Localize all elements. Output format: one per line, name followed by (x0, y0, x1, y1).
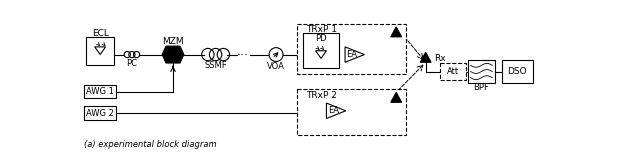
Bar (467, 60, 495, 83)
Text: AWG 2: AWG 2 (86, 109, 114, 118)
Polygon shape (162, 46, 184, 63)
Polygon shape (420, 52, 431, 62)
Text: AWG 1: AWG 1 (86, 87, 114, 96)
Bar (84, 106, 116, 120)
Bar (297, 89, 406, 135)
Text: PD: PD (316, 34, 327, 43)
Text: Att: Att (447, 67, 459, 76)
Text: DSO: DSO (508, 67, 527, 76)
Text: VOA: VOA (267, 62, 285, 71)
Text: BPF: BPF (474, 83, 490, 92)
Text: (a) experimental block diagram: (a) experimental block diagram (84, 140, 216, 149)
Text: PC: PC (127, 59, 138, 68)
Bar (440, 63, 466, 80)
Bar (86, 37, 114, 65)
Polygon shape (391, 27, 402, 37)
Bar (502, 60, 532, 83)
Text: TRxP 2: TRxP 2 (307, 91, 337, 100)
Text: Rx: Rx (434, 54, 445, 63)
Bar (297, 24, 406, 74)
Text: TRxP 1: TRxP 1 (307, 25, 337, 34)
Text: EA: EA (346, 50, 358, 59)
Text: MZM: MZM (162, 37, 184, 46)
Text: ···: ··· (237, 49, 249, 62)
Bar (84, 85, 116, 98)
Bar (303, 33, 339, 68)
Text: SSMF: SSMF (204, 61, 227, 70)
Polygon shape (391, 92, 402, 102)
Text: EA: EA (328, 106, 339, 115)
Text: ECL: ECL (92, 29, 109, 38)
